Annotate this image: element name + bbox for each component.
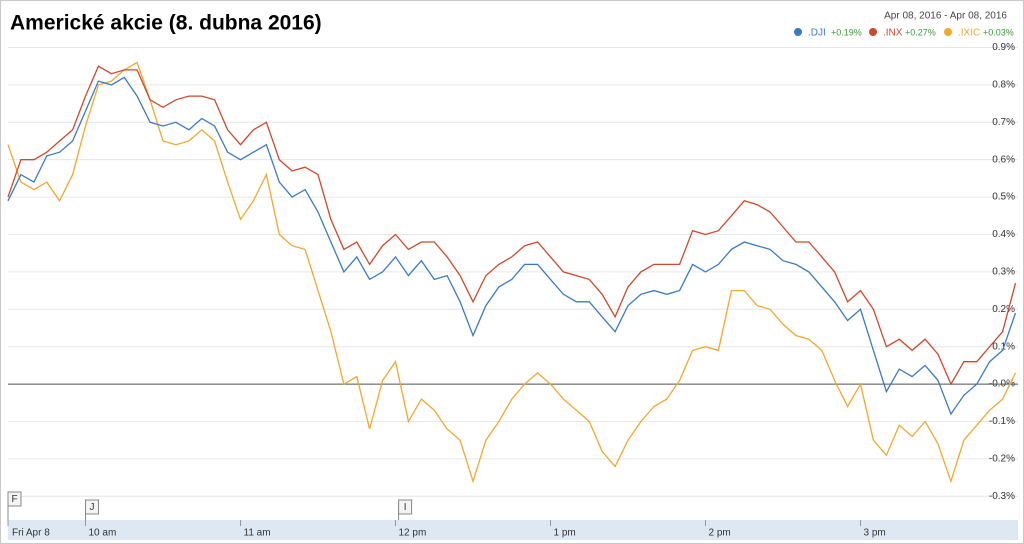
x-tick-label: 12 pm	[399, 528, 427, 539]
x-tick-label: 3 pm	[864, 528, 886, 539]
y-tick-label: 0.4%	[992, 229, 1015, 240]
date-range: Apr 08, 2016 - Apr 08, 2016	[884, 11, 1007, 22]
x-axis-band	[8, 520, 1018, 540]
legend-marker	[794, 28, 802, 36]
flag-label: J	[90, 502, 95, 513]
series-line	[7, 61, 1017, 484]
flag	[85, 499, 99, 515]
y-tick-label: -0.2%	[989, 454, 1015, 465]
legend-name: .DJI	[808, 28, 826, 39]
y-tick-label: 0.6%	[992, 154, 1015, 165]
flag-label: F	[11, 494, 17, 505]
x-tick-label: Fri Apr 8	[12, 528, 50, 539]
y-tick-label: 0.9%	[992, 42, 1015, 53]
legend-marker	[869, 28, 877, 36]
legend-change: +0.27%	[905, 27, 936, 37]
legend-name: .INX	[883, 28, 903, 39]
y-tick-label: 0.8%	[992, 80, 1015, 91]
x-tick-label: 11 am	[244, 528, 271, 539]
x-tick-label: 1 pm	[554, 528, 576, 539]
chart-title: Americké akcie (8. dubna 2016)	[10, 12, 322, 35]
legend-change: +0.03%	[983, 27, 1014, 37]
y-tick-label: 0.5%	[992, 192, 1015, 203]
y-tick-label: -0.1%	[989, 416, 1015, 427]
x-tick-label: 10 am	[89, 528, 117, 539]
y-tick-label: -0.3%	[989, 491, 1015, 502]
legend-change: +0.19%	[831, 27, 862, 37]
y-tick-label: 0.2%	[992, 304, 1015, 315]
series-line	[7, 76, 1017, 416]
legend-name: .IXIC	[958, 28, 980, 39]
x-tick-label: 2 pm	[709, 528, 731, 539]
legend-marker	[944, 28, 952, 36]
flag	[7, 491, 22, 507]
y-tick-label: 0.7%	[992, 117, 1015, 128]
flag-label: I	[404, 502, 407, 513]
series-line	[7, 65, 1017, 386]
y-tick-label: 0.3%	[992, 267, 1015, 278]
flag	[398, 499, 413, 515]
